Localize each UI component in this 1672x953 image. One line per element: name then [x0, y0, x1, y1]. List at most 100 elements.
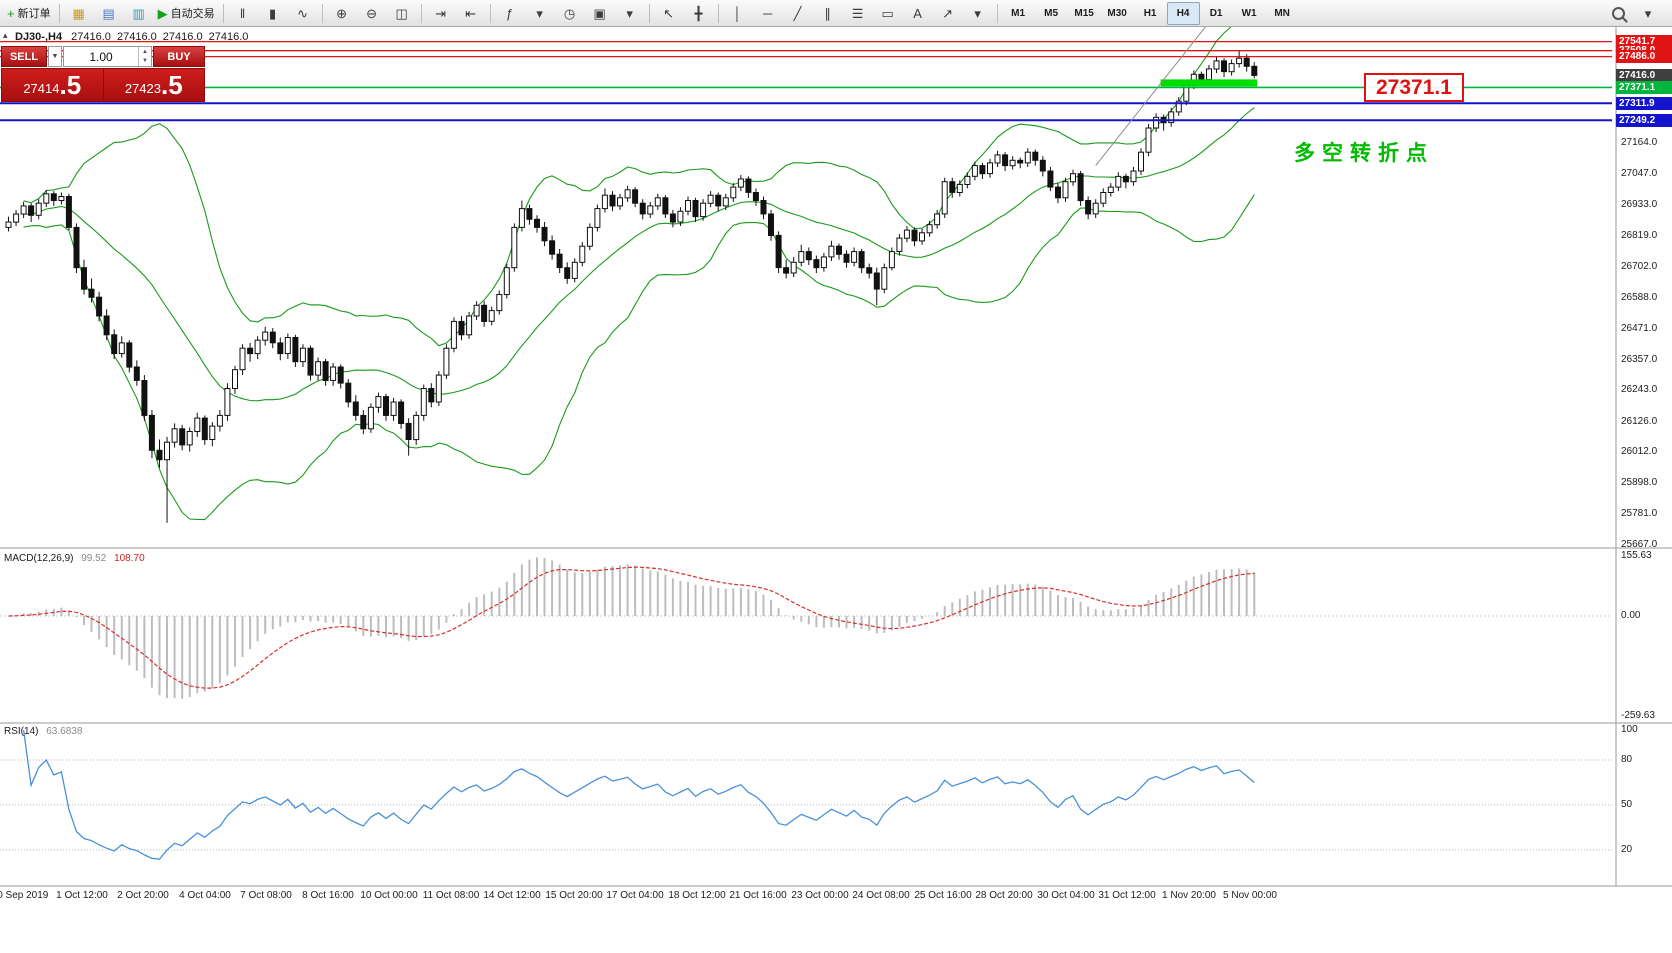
templates-dropdown[interactable]: ▾ [615, 2, 645, 25]
time-tick: 21 Oct 16:00 [729, 890, 787, 901]
timeframe-h4-button[interactable]: H4 [1166, 1, 1200, 25]
price-tick: 26357.0 [1621, 354, 1658, 365]
price-marker-27311.9: 27311.9 [1616, 97, 1672, 110]
sell-button[interactable]: SELL [1, 46, 47, 67]
bollinger-band [23, 194, 1255, 521]
indicators-button[interactable]: ƒ [495, 2, 525, 25]
horizontal-line-button[interactable]: ─ [753, 2, 783, 25]
price-tick: 26588.0 [1621, 292, 1658, 303]
arrows-button[interactable]: ↗ [933, 2, 963, 25]
rsi-value: 63.6838 [46, 726, 83, 737]
trendline-button[interactable]: ╱ [783, 2, 813, 25]
autotrading-button-label: 自动交易 [170, 8, 215, 20]
panel-collapse-toggle-icon[interactable]: ▴ [3, 30, 8, 40]
volume-up-icon[interactable]: ▲ [142, 48, 148, 55]
new-order-button[interactable]: + 新订单 [3, 2, 55, 25]
timeframe-m1-button[interactable]: M1 [1002, 2, 1035, 25]
objects-dropdown[interactable]: ▾ [963, 2, 993, 25]
toolbar: + 新订单 ▦ ▤ ▥ ▶ 自动交易 ‖ ▮ ∿ ⊕ ⊖ ◫ ⇥ ⇤ ƒ ▾ ◷ ▣ ▾ ↖ ╋ │ ─ ╱ ∥ ☰ ▭ A ↗ ▾ M1 M5… [0, 0, 1672, 27]
tile-windows-icon: ◫ [395, 5, 408, 21]
time-tick: 4 Oct 04:00 [179, 890, 231, 901]
toolbar-groups: + 新订单 ▦ ▤ ▥ ▶ 自动交易 ‖ ▮ ∿ ⊕ ⊖ ◫ ⇥ ⇤ ƒ ▾ ◷ ▣ ▾ ↖ ╋ │ ─ ╱ ∥ ☰ ▭ A ↗ ▾ M1 M5… [3, 1, 1299, 25]
rsi-scale-tick: 80 [1621, 754, 1633, 765]
volume-input[interactable]: 1.00 ▲ ▼ [63, 46, 152, 67]
price-tick: 27164.0 [1621, 137, 1658, 148]
chart-shift-button[interactable]: ⇤ [456, 2, 486, 25]
candlestick-chart[interactable] [0, 27, 1672, 907]
tile-windows-button[interactable]: ◫ [387, 2, 417, 25]
periods-dropdown-icon: ◷ [563, 5, 576, 21]
candlestick-chart-button[interactable]: ▮ [258, 2, 288, 25]
indicators-dropdown[interactable]: ▾ [525, 2, 555, 25]
bar-chart-button[interactable]: ‖ [228, 2, 258, 25]
templates-dropdown-icon: ▾ [626, 5, 633, 21]
line-chart-icon: ∿ [297, 5, 309, 21]
price-tick: 27047.0 [1621, 168, 1658, 179]
periods-dropdown-button[interactable]: ◷ [555, 2, 585, 25]
macd-scale-tick: -259.63 [1621, 710, 1655, 721]
timeframe-h1-button[interactable]: H1 [1134, 2, 1167, 25]
timeframe-w1-button[interactable]: W1 [1233, 2, 1266, 25]
volume-value[interactable]: 1.00 [89, 49, 113, 64]
fibonacci-button[interactable]: ☰ [843, 2, 873, 25]
time-tick: 14 Oct 12:00 [483, 890, 541, 901]
arrows-icon: ↗ [942, 5, 954, 21]
text-button[interactable]: A [903, 2, 933, 25]
zoom-in-icon: ⊕ [336, 5, 348, 21]
time-tick: 28 Oct 20:00 [975, 890, 1033, 901]
buy-button[interactable]: BUY [153, 46, 205, 67]
horizontal-line-icon: ─ [762, 5, 773, 21]
profile-button[interactable]: ▤ [94, 2, 124, 25]
toolbar-separator [648, 3, 650, 23]
expand-toolbar-button[interactable]: ▾ [1633, 2, 1663, 25]
vertical-line-button[interactable]: │ [723, 2, 753, 25]
line-chart-button[interactable]: ∿ [288, 2, 318, 25]
zoom-in-button[interactable]: ⊕ [327, 2, 357, 25]
time-tick: 8 Oct 16:00 [302, 890, 354, 901]
cursor-button[interactable]: ↖ [654, 2, 684, 25]
time-tick: 5 Nov 00:00 [1223, 890, 1277, 901]
volume-dropdown-button[interactable]: ▼ [48, 46, 62, 67]
toolbar-separator [420, 3, 422, 23]
templates-button[interactable]: ▣ [585, 2, 615, 25]
trendline-icon: ╱ [793, 5, 802, 21]
toolbar-separator [321, 3, 323, 23]
equidistant-channel-button[interactable]: ∥ [813, 2, 843, 25]
high-value: 27416.0 [116, 31, 157, 43]
auto-scroll-button[interactable]: ⇥ [426, 2, 456, 25]
close-value: 27416.0 [208, 31, 249, 43]
rsi-indicator-label: RSI(14) 63.6838 [4, 726, 82, 737]
price-tick: 26702.0 [1621, 261, 1658, 272]
timeframe-h1-button-label: H1 [1143, 7, 1157, 19]
rsi-line [22, 729, 1255, 860]
chart-window-button[interactable]: ▦ [64, 2, 94, 25]
volume-down-icon[interactable]: ▼ [142, 58, 148, 65]
toolbar-separator [222, 3, 224, 23]
price-marker-27416.0: 27416.0 [1616, 69, 1672, 82]
timeframe-m5-button[interactable]: M5 [1035, 2, 1068, 25]
search-icon [1611, 6, 1625, 20]
chart-ohlc-header: DJ30-,H4 27416.0 27416.0 27416.0 27416.0 [15, 31, 251, 43]
toolbar-separator [996, 3, 998, 23]
bid-ask-display: 27414.5 27423.5 [1, 68, 205, 102]
time-tick: 30 Oct 04:00 [1037, 890, 1095, 901]
timeframe-d1-button[interactable]: D1 [1200, 2, 1233, 25]
autotrading-button[interactable]: ▶ 自动交易 [154, 2, 219, 25]
timeframe-m30-button[interactable]: M30 [1101, 2, 1134, 25]
timeframe-m15-button[interactable]: M15 [1068, 2, 1101, 25]
macd-indicator-label: MACD(12,26,9) 99.52 108.70 [4, 553, 145, 564]
price-marker-27486.0: 27486.0 [1616, 50, 1672, 63]
search-button[interactable] [1603, 2, 1633, 25]
price-annotation-label[interactable]: 27371.1 [1364, 73, 1464, 102]
timeframe-mn-button[interactable]: MN [1266, 2, 1299, 25]
price-tick: 26819.0 [1621, 230, 1658, 241]
bid-price[interactable]: 27414.5 [2, 69, 103, 101]
volume-stepper[interactable]: ▲ ▼ [138, 47, 151, 66]
shapes-button[interactable]: ▭ [873, 2, 903, 25]
bid-main-digits: 27414 [23, 81, 60, 96]
ask-pip-digits: .5 [160, 70, 183, 100]
crosshair-button[interactable]: ╋ [684, 2, 714, 25]
ask-price[interactable]: 27423.5 [104, 69, 205, 101]
zoom-out-button[interactable]: ⊖ [357, 2, 387, 25]
market-watch-button[interactable]: ▥ [124, 2, 154, 25]
